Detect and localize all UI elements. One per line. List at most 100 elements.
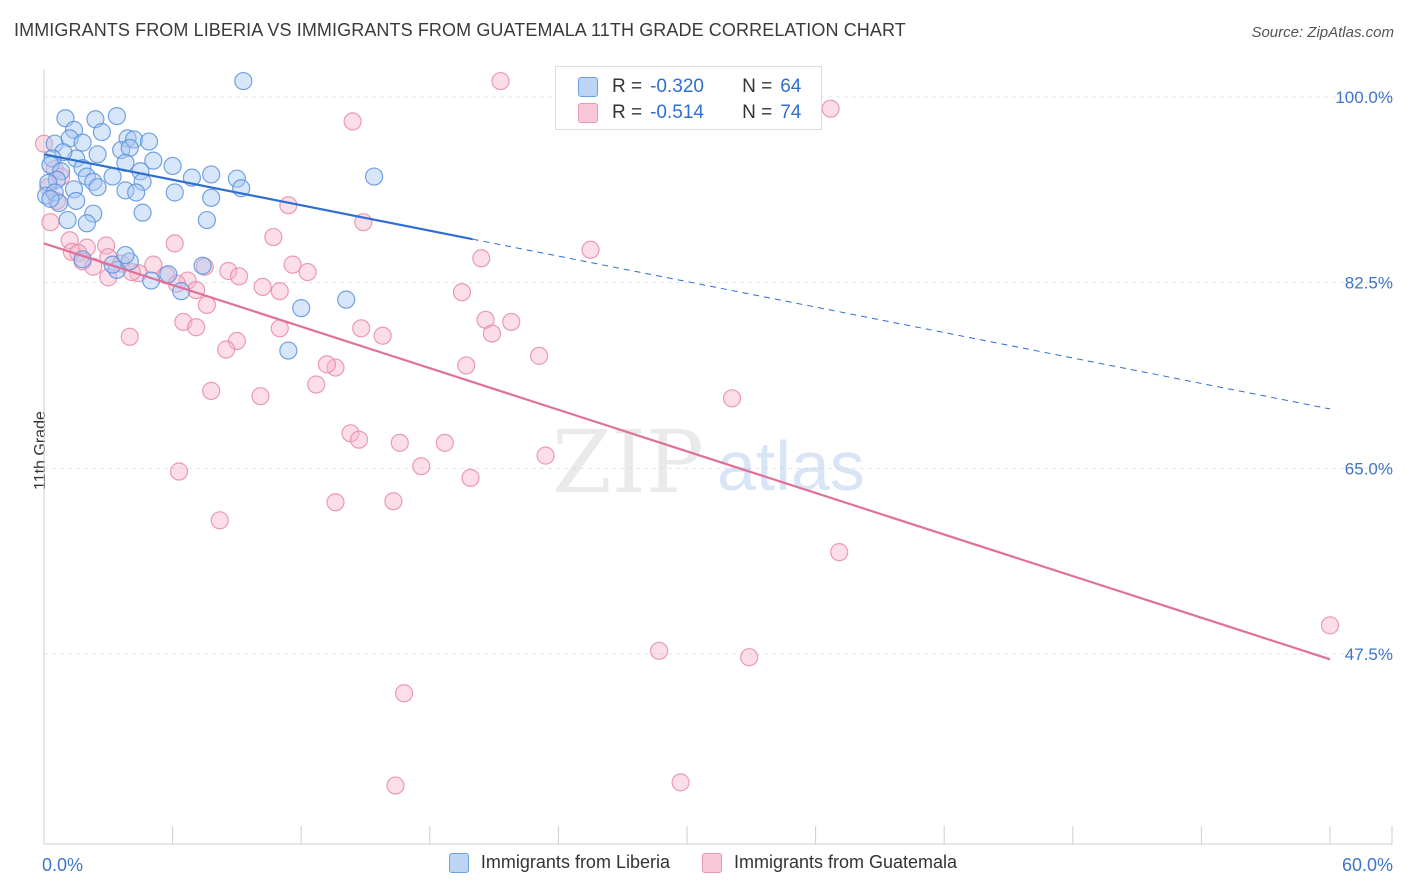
trend-line-liberia-projection bbox=[472, 238, 1331, 410]
legend-swatch-pink bbox=[578, 103, 598, 123]
point-guatemala bbox=[502, 312, 521, 332]
point-guatemala bbox=[229, 267, 249, 286]
legend-swatch-pink bbox=[701, 852, 722, 873]
point-guatemala bbox=[217, 340, 236, 359]
point-guatemala bbox=[34, 134, 54, 153]
grid-lines bbox=[44, 96, 1392, 655]
point-liberia bbox=[67, 191, 86, 211]
legend-r-label: R = bbox=[612, 76, 643, 97]
series-liberia-points bbox=[37, 71, 384, 360]
point-liberia bbox=[107, 106, 126, 126]
point-guatemala bbox=[187, 318, 206, 337]
point-guatemala bbox=[352, 319, 371, 338]
point-liberia bbox=[64, 120, 84, 139]
point-guatemala bbox=[482, 324, 502, 343]
point-guatemala bbox=[270, 282, 289, 301]
point-liberia bbox=[197, 210, 216, 230]
point-guatemala bbox=[581, 240, 600, 259]
point-liberia bbox=[41, 189, 60, 208]
point-guatemala bbox=[210, 511, 229, 530]
point-guatemala bbox=[491, 71, 510, 91]
point-liberia bbox=[73, 133, 92, 152]
chart-title: IMMIGRANTS FROM LIBERIA VS IMMIGRANTS FR… bbox=[14, 20, 906, 40]
watermark-zip: ZIP bbox=[552, 413, 704, 513]
point-guatemala bbox=[253, 277, 272, 297]
point-guatemala bbox=[251, 387, 270, 406]
point-guatemala bbox=[830, 543, 849, 562]
point-liberia bbox=[337, 290, 356, 309]
point-liberia bbox=[279, 341, 298, 360]
point-liberia bbox=[234, 71, 253, 91]
legend-row-guatemala: R = -0.514 N = 74 bbox=[578, 101, 801, 125]
x-tick-label: 60.0% bbox=[1342, 855, 1393, 875]
point-guatemala bbox=[530, 346, 549, 365]
point-guatemala bbox=[472, 249, 491, 268]
point-liberia bbox=[133, 203, 152, 222]
point-liberia bbox=[193, 256, 212, 275]
legend-r-value: -0.320 bbox=[650, 76, 704, 97]
point-liberia bbox=[77, 214, 96, 233]
point-liberia bbox=[127, 183, 146, 202]
point-liberia bbox=[227, 169, 246, 188]
y-tick-label: 47.5% bbox=[1345, 645, 1393, 664]
series-legend: Immigrants from Liberia Immigrants from … bbox=[0, 852, 1406, 873]
point-guatemala bbox=[394, 684, 414, 703]
legend-label-liberia: Immigrants from Liberia bbox=[480, 852, 670, 872]
point-guatemala bbox=[97, 236, 116, 255]
point-liberia bbox=[88, 178, 107, 197]
legend-item-guatemala[interactable]: Immigrants from Guatemala bbox=[701, 852, 957, 873]
point-liberia bbox=[103, 167, 122, 186]
legend-swatch-blue bbox=[448, 852, 469, 873]
point-liberia bbox=[116, 245, 135, 265]
legend-r-label: R = bbox=[612, 102, 643, 123]
point-liberia bbox=[92, 122, 111, 142]
point-liberia bbox=[120, 138, 139, 158]
y-tick-labels: 47.5% 65.0% 82.5% 100.0% bbox=[1335, 88, 1393, 664]
point-guatemala bbox=[671, 773, 690, 792]
point-guatemala bbox=[536, 446, 555, 465]
y-tick-label: 100.0% bbox=[1335, 88, 1393, 107]
point-liberia bbox=[84, 204, 103, 223]
point-guatemala bbox=[264, 227, 283, 247]
point-liberia bbox=[202, 188, 221, 207]
point-guatemala bbox=[461, 468, 480, 487]
x-tick-label: 0.0% bbox=[42, 855, 83, 875]
point-guatemala bbox=[412, 457, 431, 476]
point-liberia bbox=[292, 299, 311, 318]
point-guatemala bbox=[452, 283, 472, 302]
point-liberia bbox=[49, 193, 69, 213]
point-liberia bbox=[64, 180, 84, 199]
point-liberia bbox=[159, 265, 178, 284]
point-guatemala bbox=[326, 493, 345, 512]
point-liberia bbox=[364, 167, 384, 186]
point-guatemala bbox=[283, 255, 302, 274]
y-tick-label: 82.5% bbox=[1345, 274, 1393, 293]
point-guatemala bbox=[349, 430, 369, 449]
source-credit: Source: ZipAtlas.com bbox=[1251, 24, 1394, 41]
legend-item-liberia[interactable]: Immigrants from Liberia bbox=[448, 852, 670, 873]
legend-n-label: N = bbox=[742, 102, 773, 123]
point-liberia bbox=[52, 162, 71, 181]
legend-n-value: 74 bbox=[780, 102, 802, 123]
legend-n-label: N = bbox=[742, 76, 773, 97]
y-tick-label: 65.0% bbox=[1345, 459, 1393, 478]
point-liberia bbox=[88, 145, 107, 164]
point-guatemala bbox=[390, 433, 409, 452]
legend-row-liberia: R = -0.320 N = 64 bbox=[578, 75, 801, 99]
point-liberia bbox=[202, 165, 221, 184]
point-guatemala bbox=[120, 327, 139, 346]
point-guatemala bbox=[343, 112, 362, 131]
point-liberia bbox=[58, 210, 77, 230]
point-guatemala bbox=[373, 326, 392, 345]
point-liberia bbox=[124, 130, 144, 149]
point-guatemala bbox=[384, 492, 403, 511]
point-guatemala bbox=[1320, 616, 1340, 635]
point-guatemala bbox=[279, 196, 298, 215]
point-guatemala bbox=[722, 389, 742, 408]
point-guatemala bbox=[144, 255, 163, 274]
trend-line-guatemala bbox=[43, 242, 1331, 661]
point-liberia bbox=[144, 151, 163, 170]
trend-lines bbox=[43, 153, 1331, 661]
point-guatemala bbox=[219, 261, 238, 281]
